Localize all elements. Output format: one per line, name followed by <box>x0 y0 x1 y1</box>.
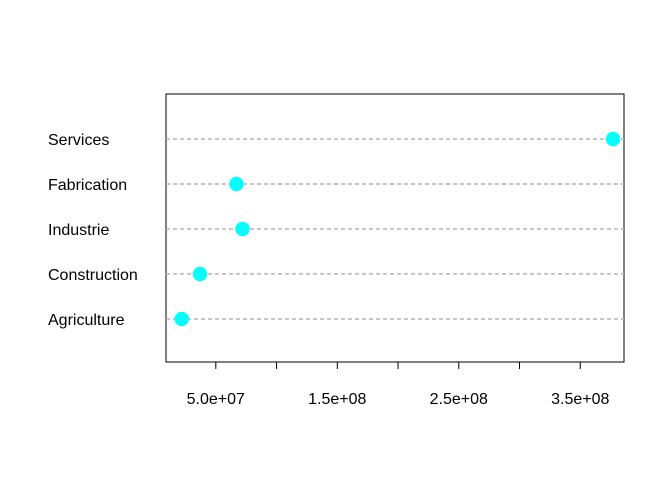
point-services <box>605 131 621 147</box>
plot-frame <box>165 93 625 363</box>
point-fabrication <box>229 176 244 192</box>
x-tick-label: 2.5e+08 <box>430 391 488 408</box>
x-tick-label: 1.5e+08 <box>308 391 366 408</box>
data-points <box>174 131 621 327</box>
point-industrie <box>235 221 250 237</box>
category-label-agriculture: Agriculture <box>48 312 125 329</box>
point-agriculture <box>174 311 189 327</box>
x-tick-label: 5.0e+07 <box>187 391 245 408</box>
category-label-industrie: Industrie <box>48 222 109 239</box>
category-label-fabrication: Fabrication <box>48 177 127 194</box>
x-tick-label: 3.5e+08 <box>551 391 609 408</box>
category-label-services: Services <box>48 132 109 149</box>
x-axis: 5.0e+07 1.5e+08 2.5e+08 3.5e+08 <box>187 361 610 408</box>
category-labels: Agriculture Construction Industrie Fabricat… <box>48 132 138 329</box>
point-construction <box>192 266 208 282</box>
category-label-construction: Construction <box>48 267 138 284</box>
guide-lines <box>166 138 624 320</box>
